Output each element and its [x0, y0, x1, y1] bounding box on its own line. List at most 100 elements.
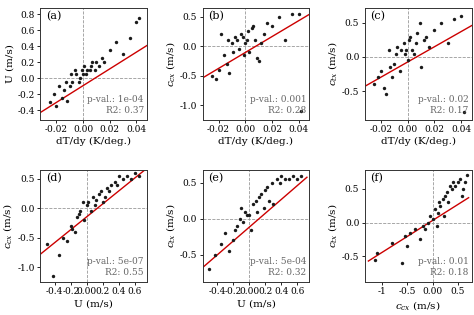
Point — [268, 180, 275, 186]
Point — [401, 51, 409, 56]
Point — [67, 223, 74, 228]
Point — [59, 235, 66, 240]
Point — [237, 206, 245, 211]
Point — [447, 183, 454, 188]
Point — [377, 68, 385, 73]
Point — [458, 193, 465, 198]
Point — [81, 64, 88, 69]
Point — [55, 84, 63, 89]
Point — [73, 72, 80, 77]
Text: (d): (d) — [46, 174, 61, 184]
Point — [374, 75, 382, 80]
Point — [99, 200, 107, 205]
Point — [413, 31, 421, 36]
Point — [218, 32, 225, 37]
Text: p-val.: 0.01
R2: 0.18: p-val.: 0.01 R2: 0.18 — [418, 257, 468, 278]
Point — [58, 96, 65, 101]
Text: (b): (b) — [208, 11, 224, 21]
Point — [406, 230, 414, 235]
Point — [123, 174, 131, 179]
Point — [208, 73, 216, 78]
Point — [295, 11, 302, 16]
Point — [85, 200, 92, 205]
Point — [298, 173, 305, 178]
Point — [412, 41, 419, 46]
Point — [457, 14, 465, 19]
Point — [229, 238, 237, 243]
Point — [252, 198, 259, 203]
Point — [249, 23, 257, 28]
Point — [46, 100, 54, 105]
Point — [439, 197, 447, 202]
Point — [290, 173, 297, 178]
Point — [416, 20, 423, 26]
Point — [386, 65, 394, 70]
Point — [247, 227, 255, 232]
Point — [67, 72, 75, 77]
Point — [73, 215, 81, 220]
Point — [63, 238, 71, 243]
Point — [288, 11, 296, 16]
Point — [405, 37, 413, 43]
Point — [424, 220, 431, 225]
Point — [77, 209, 84, 214]
Point — [83, 203, 91, 208]
Text: p-val.: 0.001
R2: 0.28: p-val.: 0.001 R2: 0.28 — [249, 95, 306, 115]
Point — [241, 209, 249, 214]
Point — [431, 207, 439, 212]
Point — [404, 58, 411, 63]
Point — [429, 217, 437, 222]
Point — [111, 179, 119, 184]
Point — [263, 20, 271, 25]
X-axis label: U (m/s): U (m/s) — [237, 299, 275, 308]
Point — [87, 64, 95, 69]
Point — [212, 76, 220, 81]
Point — [293, 177, 301, 182]
Point — [66, 84, 73, 89]
Point — [236, 216, 243, 221]
Point — [421, 227, 429, 232]
Point — [228, 41, 236, 46]
Point — [243, 213, 251, 218]
Point — [71, 68, 79, 73]
Y-axis label: $\mathit{c}_{\mathit{tx}}$ (m/s): $\mathit{c}_{\mathit{tx}}$ (m/s) — [326, 42, 339, 86]
Point — [246, 213, 253, 218]
Text: (f): (f) — [370, 174, 383, 184]
Point — [383, 92, 390, 97]
Point — [127, 176, 135, 181]
Point — [224, 38, 232, 43]
Point — [251, 38, 258, 43]
Point — [454, 180, 461, 185]
Point — [268, 23, 276, 28]
Point — [406, 34, 414, 39]
Point — [229, 49, 237, 54]
Point — [112, 40, 120, 45]
Point — [240, 53, 248, 58]
Text: (c): (c) — [370, 11, 385, 21]
Point — [76, 76, 84, 81]
Point — [401, 234, 409, 239]
Point — [114, 182, 121, 187]
Point — [107, 182, 115, 187]
Point — [62, 80, 69, 85]
Point — [223, 61, 230, 66]
Point — [460, 109, 467, 114]
Point — [441, 193, 449, 198]
Point — [411, 227, 419, 232]
Point — [246, 49, 253, 54]
Point — [298, 108, 305, 113]
Point — [211, 252, 219, 257]
Point — [241, 41, 249, 46]
Point — [263, 184, 271, 189]
Point — [459, 186, 466, 192]
Point — [95, 191, 103, 196]
Point — [430, 27, 438, 32]
Point — [265, 198, 273, 203]
X-axis label: dT/dy (K/deg.): dT/dy (K/deg.) — [381, 137, 456, 146]
Point — [133, 20, 140, 25]
Point — [399, 261, 406, 266]
Point — [260, 32, 268, 37]
Point — [444, 200, 451, 205]
Point — [239, 220, 246, 225]
Point — [115, 174, 123, 179]
